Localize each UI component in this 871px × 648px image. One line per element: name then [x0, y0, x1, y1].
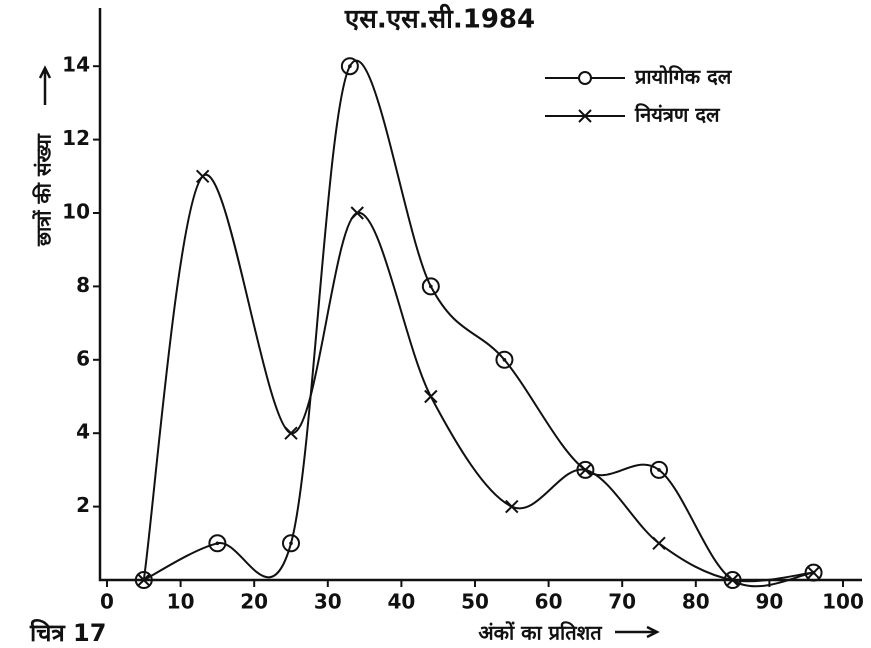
marker-cross — [725, 573, 740, 587]
x-tick-label: 60 — [535, 590, 563, 614]
x-tick-label: 40 — [387, 590, 415, 614]
marker-circle — [340, 57, 359, 76]
x-tick-label: 10 — [167, 590, 195, 614]
x-tick-label: 50 — [461, 590, 489, 614]
marker-dot — [348, 64, 352, 68]
marker-circle — [208, 534, 227, 553]
x-tick-label: 20 — [240, 590, 268, 614]
marker-cross — [195, 169, 210, 184]
marker-cross — [424, 389, 438, 404]
marker-circle — [804, 563, 823, 582]
marker-circle — [650, 460, 668, 479]
marker-circle — [421, 277, 440, 296]
x-tick-label: 90 — [755, 590, 783, 614]
chart-title: एस.एस.सी.1984 — [344, 4, 535, 35]
y-tick-label: 14 — [62, 53, 90, 77]
marker-circle — [134, 571, 153, 589]
caption: चित्र 17 — [29, 619, 106, 647]
marker-dot — [502, 358, 507, 362]
legend-label: नियंत्रण दल — [634, 103, 721, 127]
y-axis-label: छात्रों की संख्या — [32, 133, 56, 247]
marker-cross — [652, 536, 666, 551]
marker-dot — [215, 541, 220, 546]
series-line — [143, 59, 814, 588]
x-arrow — [615, 625, 660, 639]
x-tick-label: 70 — [608, 590, 636, 614]
y-tick-label: 8 — [76, 273, 90, 297]
series-line — [142, 173, 814, 583]
marker-dot — [657, 468, 661, 472]
marker-cross — [578, 463, 593, 477]
y-tick-label: 12 — [62, 126, 90, 150]
marker-circle — [495, 350, 514, 369]
marker-cross — [284, 426, 298, 440]
axes — [98, 8, 862, 582]
marker-cross — [806, 565, 821, 580]
y-tick-label: 6 — [76, 346, 90, 370]
x-tick-label: 30 — [314, 590, 342, 614]
x-axis-label: अंकों का प्रतिशत — [478, 621, 603, 645]
legend-marker — [578, 109, 592, 123]
y-tick-label: 4 — [76, 420, 90, 444]
y-tick-label: 2 — [76, 493, 90, 517]
y-arrow — [38, 65, 52, 105]
y-tick-label: 10 — [62, 200, 90, 224]
x-tick-label: 0 — [100, 590, 114, 614]
marker-cross — [350, 206, 364, 220]
marker-circle — [282, 534, 300, 553]
x-tick-label: 80 — [682, 590, 710, 614]
x-tick-label: 100 — [822, 590, 864, 614]
marker-dot — [429, 284, 433, 289]
marker-dot — [289, 541, 293, 546]
legend-label: प्रायोगिक दल — [634, 65, 733, 89]
legend-marker — [578, 71, 592, 85]
marker-cross — [505, 499, 519, 514]
marker-cross — [137, 573, 151, 587]
